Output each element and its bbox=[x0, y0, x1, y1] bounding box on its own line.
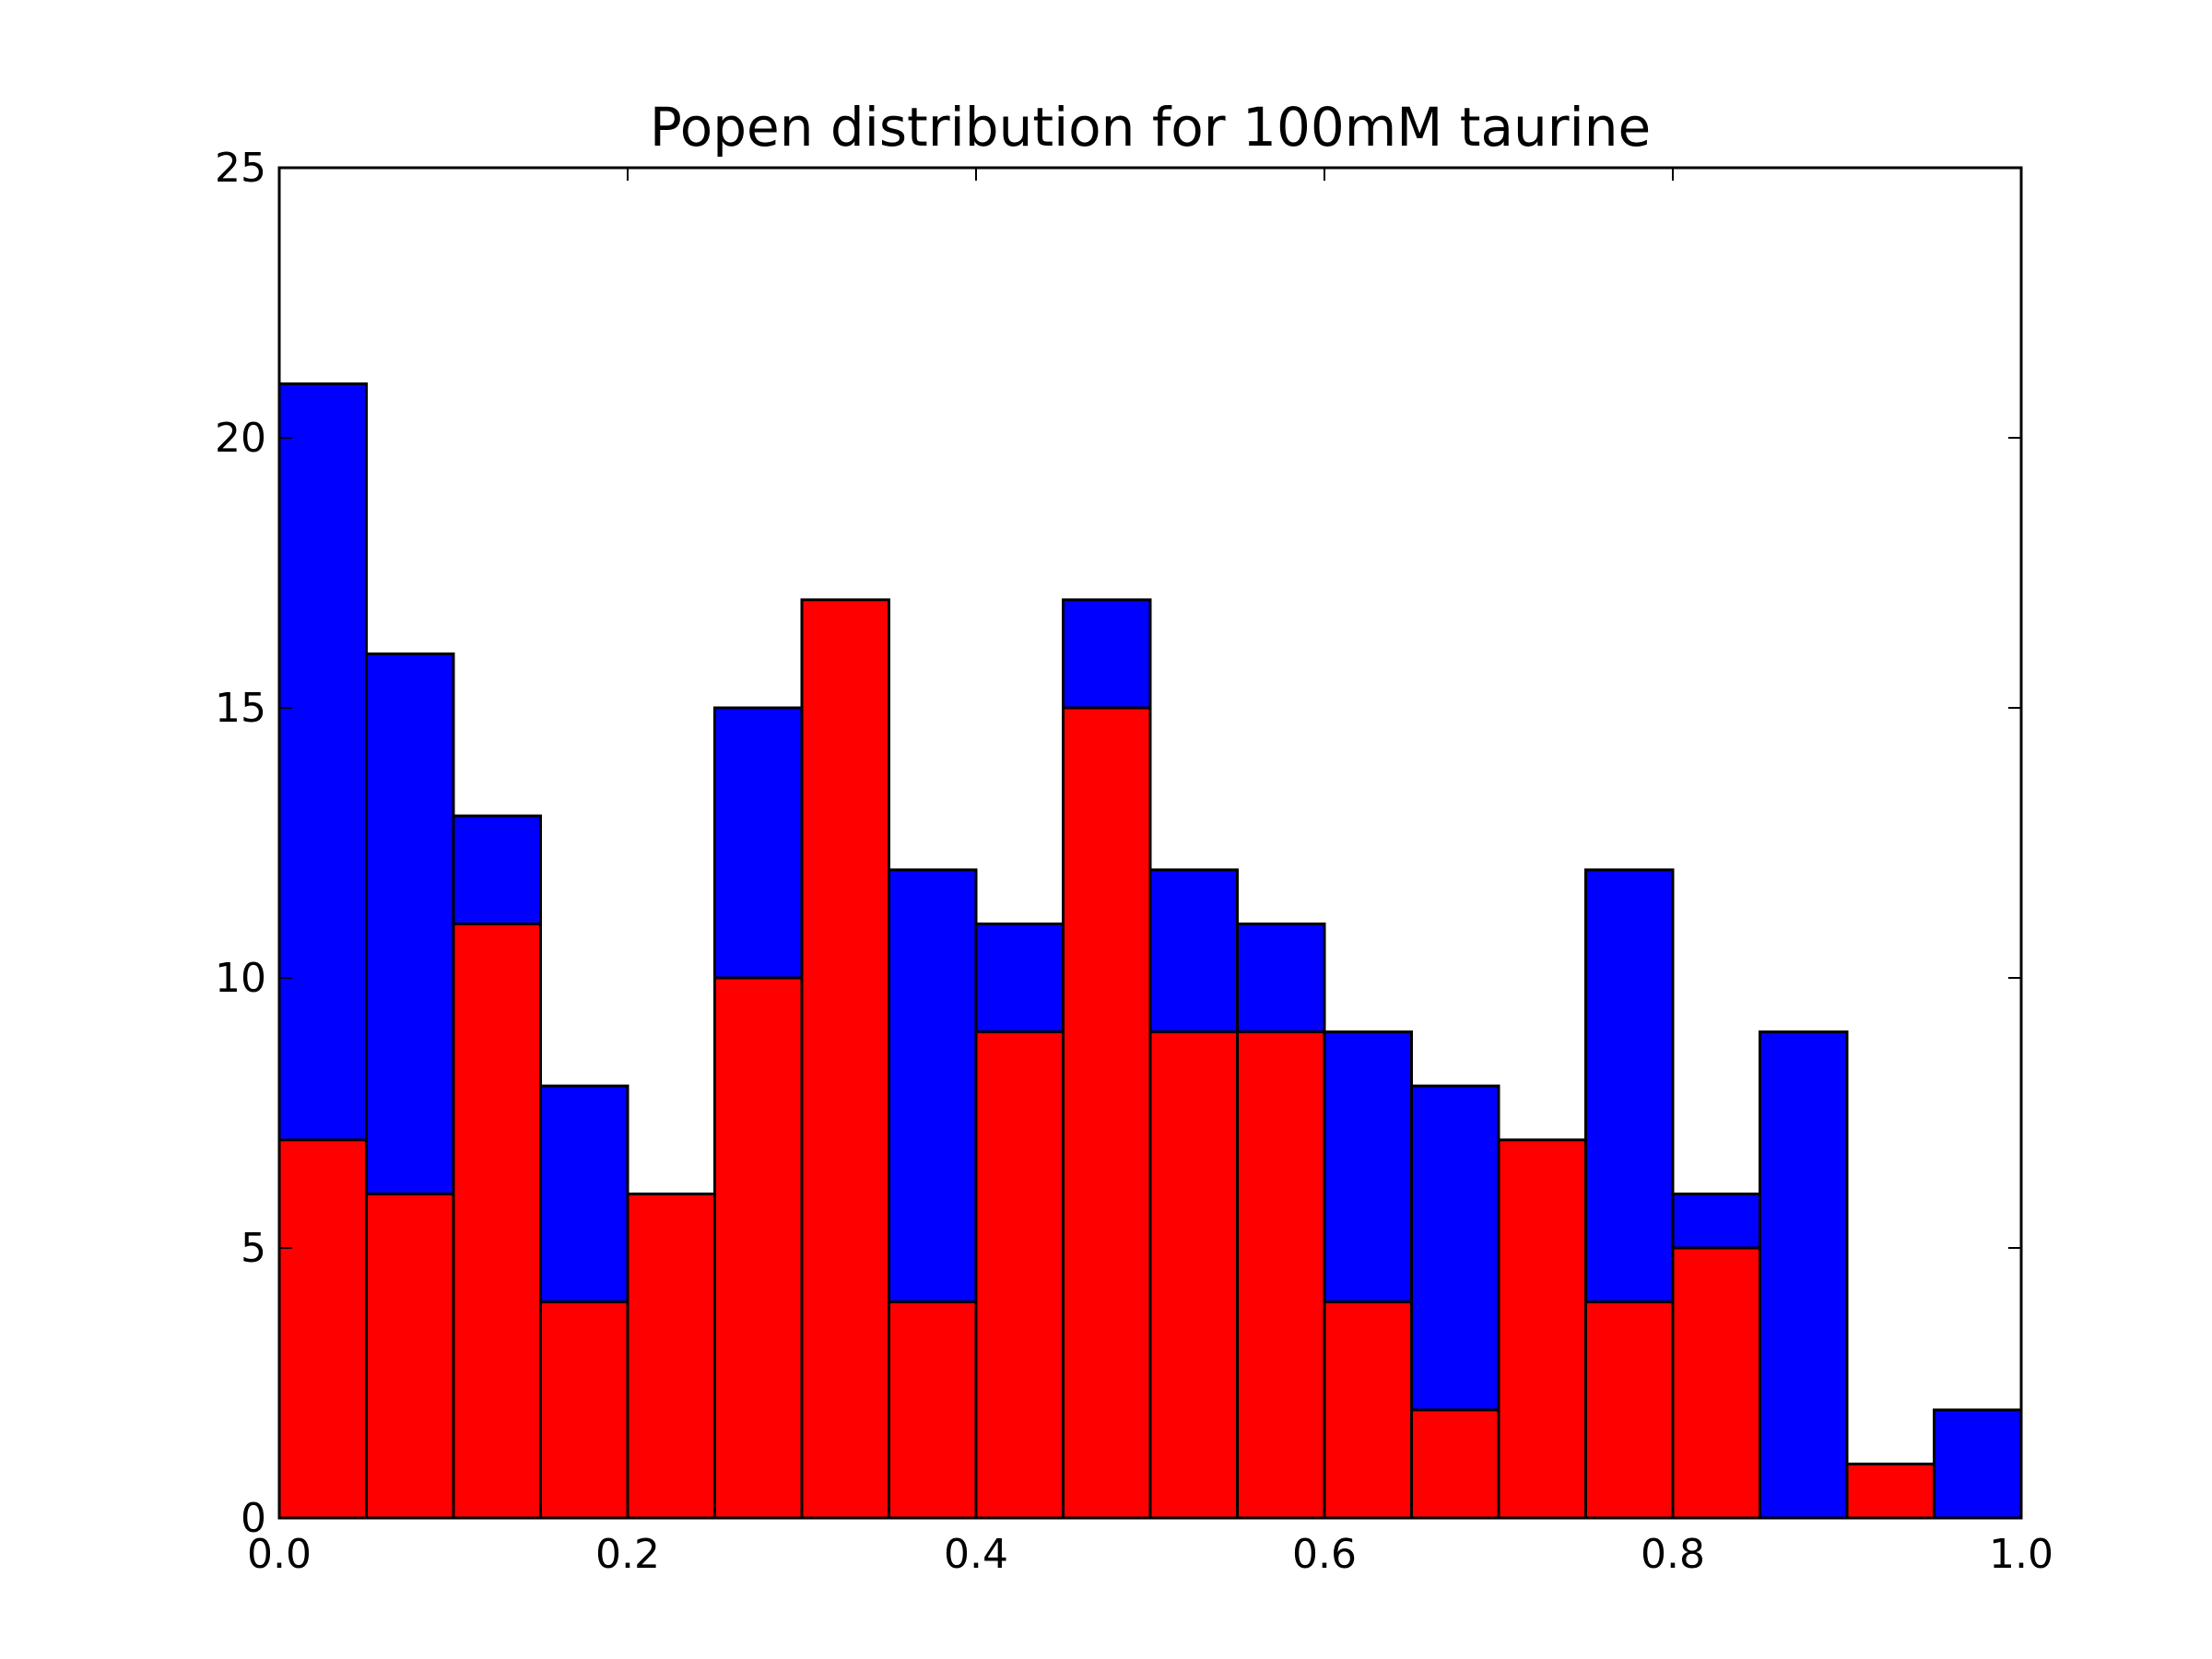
bar-series2-bin9 bbox=[974, 1030, 1065, 1520]
y-tick-label: 0 bbox=[241, 1495, 266, 1542]
bar-series2-bin17 bbox=[1671, 1246, 1761, 1520]
y-tick-label: 10 bbox=[215, 955, 266, 1002]
x-tick-label: 0.0 bbox=[247, 1531, 312, 1578]
bar-series2-bin14 bbox=[1410, 1408, 1500, 1520]
bar-series2-bin10 bbox=[1062, 706, 1152, 1520]
bar-series2-bin5 bbox=[626, 1192, 716, 1520]
y-tick-label: 5 bbox=[241, 1225, 266, 1272]
y-tick-label: 25 bbox=[215, 145, 266, 192]
bar-series2-bin16 bbox=[1584, 1300, 1675, 1520]
bars-group bbox=[277, 382, 2023, 1520]
y-tick-label: 15 bbox=[215, 685, 266, 732]
bar-series2-bin3 bbox=[452, 922, 542, 1520]
bar-series2-bin6 bbox=[713, 976, 804, 1520]
y-tick-label: 20 bbox=[215, 415, 266, 462]
x-tick-label: 0.8 bbox=[1641, 1531, 1705, 1578]
axis-ticks: 0.0 0.2 0.4 0.6 0.8 1.0 0 5 10 15 20 25 bbox=[215, 145, 2053, 1578]
x-tick-label: 0.2 bbox=[595, 1531, 660, 1578]
bar-series2-bin2 bbox=[365, 1192, 455, 1520]
bar-series2-bin1 bbox=[277, 1138, 368, 1520]
x-tick-label: 0.4 bbox=[944, 1531, 1008, 1578]
bar-series2-bin19 bbox=[1845, 1462, 1936, 1520]
bar-series2-bin11 bbox=[1148, 1030, 1239, 1520]
bar-series2-bin7 bbox=[800, 598, 890, 1520]
plot-frame bbox=[277, 166, 2023, 1520]
x-tick-label: 1.0 bbox=[1989, 1531, 2053, 1578]
bar-series2-bin12 bbox=[1236, 1030, 1326, 1520]
chart-title: Popen distribution for 100mM taurine bbox=[650, 96, 1651, 159]
bar-series1-bin18 bbox=[1759, 1030, 1849, 1520]
bar-series2-bin4 bbox=[539, 1300, 629, 1520]
x-tick-label: 0.6 bbox=[1292, 1531, 1357, 1578]
bar-series2-bin8 bbox=[888, 1300, 978, 1520]
bar-series2-bin13 bbox=[1323, 1300, 1413, 1520]
bar-series2-bin15 bbox=[1497, 1138, 1587, 1520]
bar-series1-bin20 bbox=[1933, 1408, 2023, 1520]
